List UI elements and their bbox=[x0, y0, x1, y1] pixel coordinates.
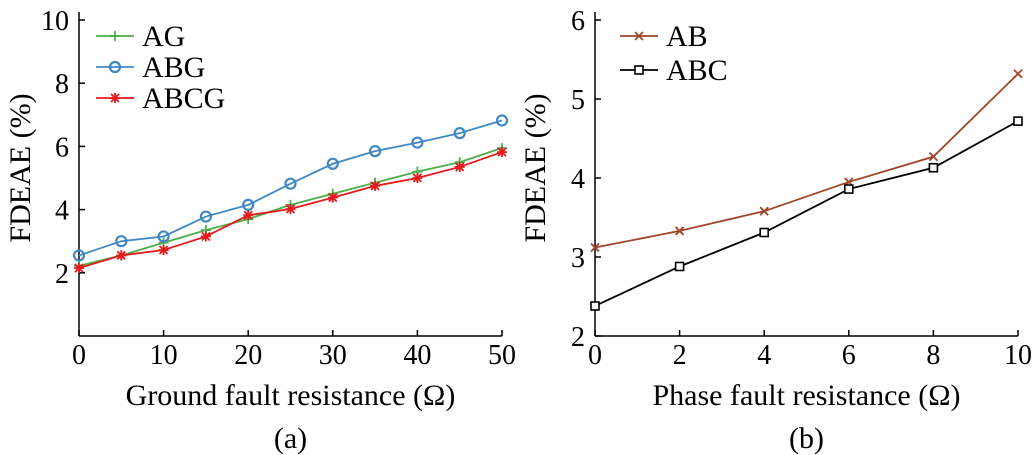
y-tick-label: 5 bbox=[571, 85, 585, 116]
data-point bbox=[453, 127, 466, 140]
legend-label: ABC bbox=[666, 54, 728, 87]
x-tick-label: 20 bbox=[234, 340, 262, 371]
data-point bbox=[326, 157, 339, 170]
data-point bbox=[497, 147, 507, 158]
data-point bbox=[1013, 69, 1023, 79]
data-point bbox=[243, 210, 254, 221]
x-tick-label: 30 bbox=[319, 340, 347, 371]
data-point bbox=[759, 206, 769, 216]
data-point bbox=[674, 261, 685, 272]
data-point bbox=[284, 177, 297, 190]
data-point bbox=[200, 231, 211, 242]
data-point bbox=[928, 162, 939, 173]
y-tick-label: 3 bbox=[571, 243, 585, 274]
x-tick-label: 40 bbox=[403, 340, 431, 371]
legend-label: AB bbox=[666, 20, 708, 53]
x-tick-label: 6 bbox=[842, 340, 856, 371]
series-line bbox=[594, 120, 1019, 307]
data-point bbox=[115, 235, 128, 248]
legend-entry: AG bbox=[96, 20, 185, 53]
series-line bbox=[594, 73, 1019, 249]
x-tick-label: 4 bbox=[757, 340, 771, 371]
legend-entry: AB bbox=[620, 20, 708, 53]
data-point bbox=[285, 203, 296, 214]
data-point bbox=[74, 263, 84, 274]
x-axis-label: Ground fault resistance (Ω) bbox=[126, 379, 456, 412]
y-axis-label: FDEAE (%) bbox=[4, 93, 37, 242]
panel-a: 2 4 6 8 10 0 10 20 30 40 50 Ground fault resistance… bbox=[4, 6, 516, 455]
data-point bbox=[370, 180, 381, 191]
x-tick-label: 50 bbox=[488, 340, 516, 371]
data-point bbox=[843, 184, 854, 194]
series-abg bbox=[72, 114, 509, 262]
data-point bbox=[412, 173, 423, 183]
legend-marker bbox=[634, 31, 644, 41]
x-tick-label: 10 bbox=[150, 340, 178, 371]
legend-marker bbox=[634, 65, 644, 75]
legend-marker bbox=[110, 93, 120, 103]
data-point bbox=[590, 242, 600, 253]
x-tick-label: 0 bbox=[72, 340, 86, 371]
data-point bbox=[369, 145, 382, 158]
data-point bbox=[116, 250, 127, 261]
y-axis-label: FDEAE (%) bbox=[519, 93, 552, 242]
data-point bbox=[674, 226, 685, 236]
y-tick-label: 4 bbox=[571, 164, 585, 195]
data-point bbox=[590, 301, 600, 311]
data-point bbox=[454, 161, 465, 172]
data-point bbox=[242, 198, 255, 211]
y-tick-label: 10 bbox=[41, 6, 69, 37]
data-point bbox=[199, 210, 212, 223]
x-tick-label: 10 bbox=[1004, 340, 1032, 371]
x-tick-label: 0 bbox=[588, 340, 602, 371]
x-tick-label: 2 bbox=[673, 340, 687, 371]
legend-entry: ABCG bbox=[96, 82, 225, 115]
series-abc bbox=[590, 116, 1023, 311]
panel-caption: (a) bbox=[274, 422, 307, 455]
data-point bbox=[158, 245, 169, 256]
series-ab bbox=[590, 69, 1023, 253]
legend-label: AG bbox=[142, 20, 185, 53]
y-tick-label: 6 bbox=[571, 6, 585, 37]
legend-entry: ABG bbox=[96, 51, 205, 84]
series-abcg bbox=[74, 147, 507, 274]
data-point bbox=[327, 192, 338, 203]
data-point bbox=[495, 114, 509, 127]
data-point bbox=[72, 249, 86, 262]
series-line bbox=[78, 119, 503, 257]
data-point bbox=[411, 136, 424, 149]
legend-marker bbox=[108, 60, 122, 74]
panel-caption: (b) bbox=[789, 422, 824, 455]
y-tick-label: 8 bbox=[55, 69, 69, 100]
legend-label: ABG bbox=[142, 51, 205, 84]
legend-entry: ABC bbox=[620, 54, 728, 87]
data-point bbox=[157, 230, 170, 243]
legend-label: ABCG bbox=[142, 82, 225, 115]
y-tick-label: 2 bbox=[571, 322, 585, 353]
data-point bbox=[928, 152, 939, 162]
y-tick-label: 6 bbox=[55, 132, 69, 163]
x-tick-label: 8 bbox=[926, 340, 940, 371]
legend-marker bbox=[110, 31, 120, 41]
y-tick-label: 2 bbox=[55, 259, 69, 290]
y-tick-label: 4 bbox=[55, 196, 69, 227]
x-axis-label: Phase fault resistance (Ω) bbox=[652, 379, 960, 412]
data-point bbox=[1013, 116, 1023, 126]
data-point bbox=[759, 227, 770, 238]
